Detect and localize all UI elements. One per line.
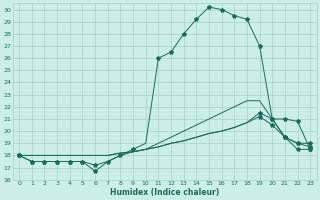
X-axis label: Humidex (Indice chaleur): Humidex (Indice chaleur) [110,188,219,197]
